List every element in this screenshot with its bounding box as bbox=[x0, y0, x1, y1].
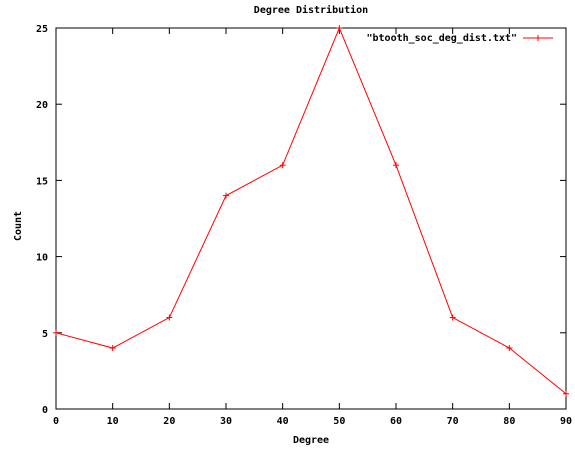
x-axis-label: Degree bbox=[293, 435, 329, 446]
axis-ticks: 0 10 20 30 40 50 60 70 80 90 0 5 10 15 20 25 bbox=[36, 24, 572, 427]
legend-label: "btooth_soc_deg_dist.txt" bbox=[366, 32, 517, 44]
y-tick-label: 10 bbox=[36, 253, 48, 264]
data-point bbox=[109, 345, 116, 352]
y-tick-label: 5 bbox=[42, 329, 48, 340]
x-tick-label: 0 bbox=[53, 416, 59, 427]
y-tick-label: 25 bbox=[36, 24, 48, 35]
y-tick-label: 15 bbox=[36, 176, 48, 187]
x-tick-label: 70 bbox=[447, 416, 459, 427]
series-group bbox=[53, 25, 569, 397]
x-tick-label: 60 bbox=[390, 416, 402, 427]
x-tick-label: 50 bbox=[333, 416, 345, 427]
data-point bbox=[336, 25, 343, 31]
plot-frame bbox=[55, 27, 567, 410]
chart-title: Degree Distribution bbox=[254, 4, 368, 16]
data-point bbox=[506, 345, 513, 352]
x-tick-label: 30 bbox=[220, 416, 232, 427]
data-point bbox=[449, 314, 456, 321]
data-point bbox=[223, 192, 229, 199]
legend: "btooth_soc_deg_dist.txt" bbox=[366, 32, 553, 44]
data-point bbox=[393, 162, 399, 169]
data-point bbox=[53, 329, 59, 336]
data-point bbox=[563, 390, 569, 397]
x-tick-label: 40 bbox=[277, 416, 289, 427]
data-point bbox=[279, 162, 286, 169]
y-tick-label: 20 bbox=[36, 100, 48, 111]
data-point bbox=[166, 314, 173, 321]
x-tick-label: 10 bbox=[107, 416, 119, 427]
legend-marker bbox=[535, 35, 541, 41]
series-line bbox=[55, 26, 567, 395]
y-axis-label: Count bbox=[13, 211, 24, 241]
y-tick-label: 0 bbox=[42, 405, 48, 416]
x-tick-label: 20 bbox=[163, 416, 175, 427]
x-tick-label: 90 bbox=[560, 416, 572, 427]
x-tick-label: 80 bbox=[503, 416, 515, 427]
